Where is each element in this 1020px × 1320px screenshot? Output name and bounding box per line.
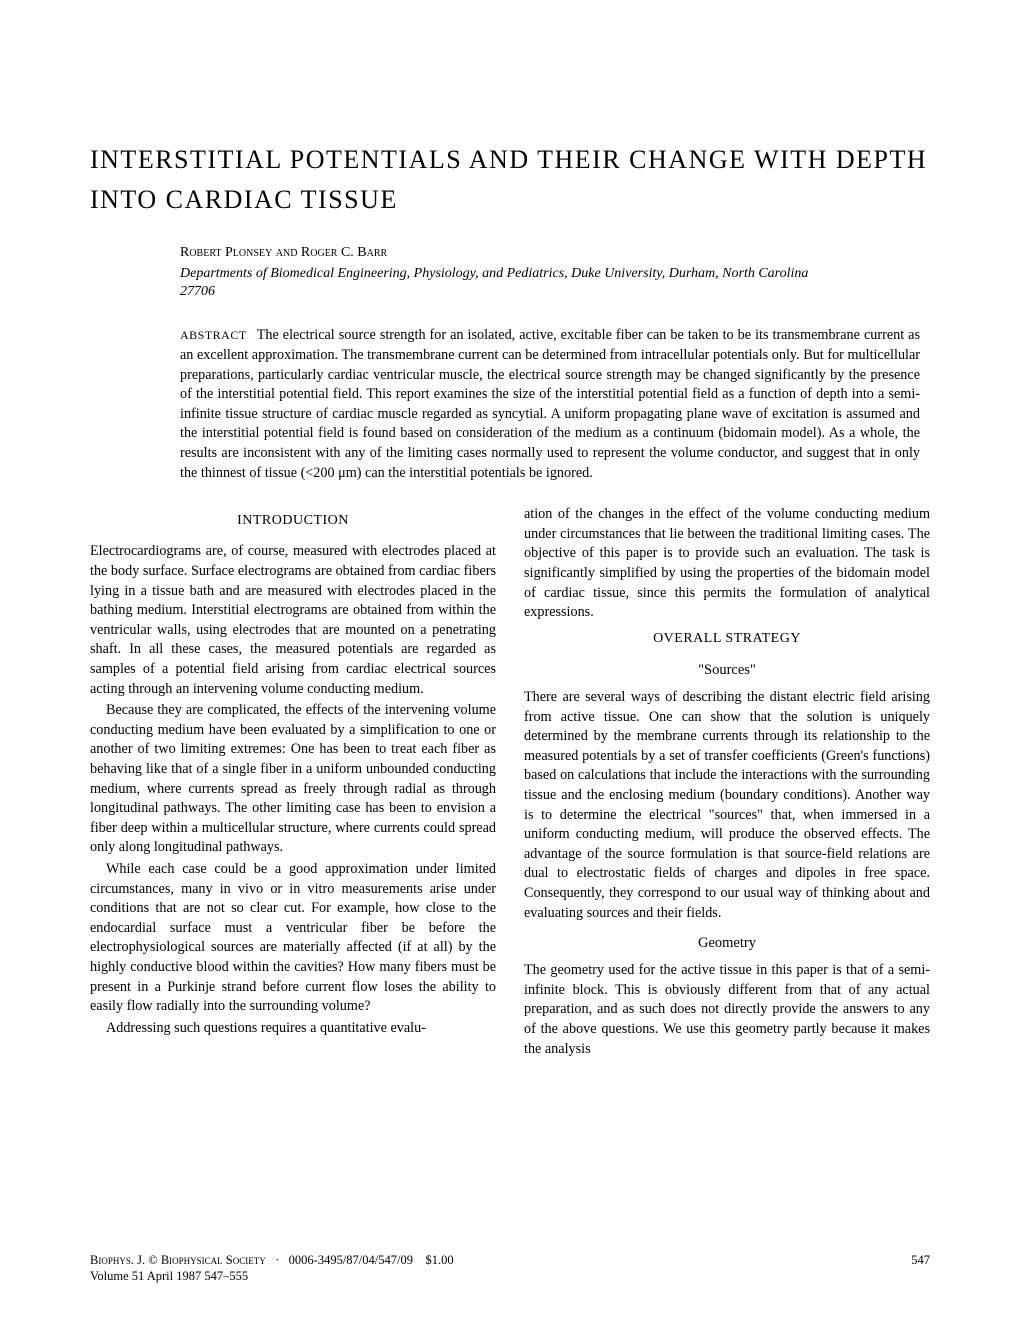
footer-journal: Biophys. J. © Biophysical Society	[90, 1253, 266, 1267]
footer-row: Biophys. J. © Biophysical Society · 0006…	[90, 1253, 930, 1268]
intro-paragraph-3: While each case could be a good approxim…	[90, 860, 496, 1017]
geometry-subheading: Geometry	[524, 933, 930, 953]
left-column: INTRODUCTION Electrocardiograms are, of …	[90, 505, 496, 1061]
footer-price: $1.00	[425, 1253, 453, 1267]
footer-left: Biophys. J. © Biophysical Society · 0006…	[90, 1253, 454, 1268]
footer-issn: 0006-3495/87/04/547/09	[289, 1253, 413, 1267]
abstract-block: ABSTRACTThe electrical source strength f…	[180, 326, 920, 483]
article-title: INTERSTITIAL POTENTIALS AND THEIR CHANGE…	[90, 140, 930, 221]
intro-paragraph-1: Electrocardiograms are, of course, measu…	[90, 542, 496, 699]
intro-paragraph-4: Addressing such questions requires a qua…	[90, 1019, 496, 1039]
affiliation-line: Departments of Biomedical Engineering, P…	[180, 265, 840, 303]
abstract-label: ABSTRACT	[180, 328, 247, 342]
introduction-heading: INTRODUCTION	[90, 511, 496, 530]
abstract-text: The electrical source strength for an is…	[180, 327, 920, 480]
intro-paragraph-4-continued: ation of the changes in the effect of th…	[524, 505, 930, 623]
right-column: ation of the changes in the effect of th…	[524, 505, 930, 1061]
strategy-heading: OVERALL STRATEGY	[524, 629, 930, 648]
intro-paragraph-2: Because they are complicated, the effect…	[90, 701, 496, 858]
footer-volume: Volume 51 April 1987 547–555	[90, 1269, 248, 1284]
footer-page-number: 547	[911, 1253, 930, 1268]
authors-line: Robert Plonsey and Roger C. Barr	[180, 245, 930, 261]
sources-paragraph-1: There are several ways of describing the…	[524, 688, 930, 923]
sources-subheading: "Sources"	[524, 660, 930, 680]
two-column-body: INTRODUCTION Electrocardiograms are, of …	[90, 505, 930, 1061]
geometry-paragraph-1: The geometry used for the active tissue …	[524, 961, 930, 1059]
